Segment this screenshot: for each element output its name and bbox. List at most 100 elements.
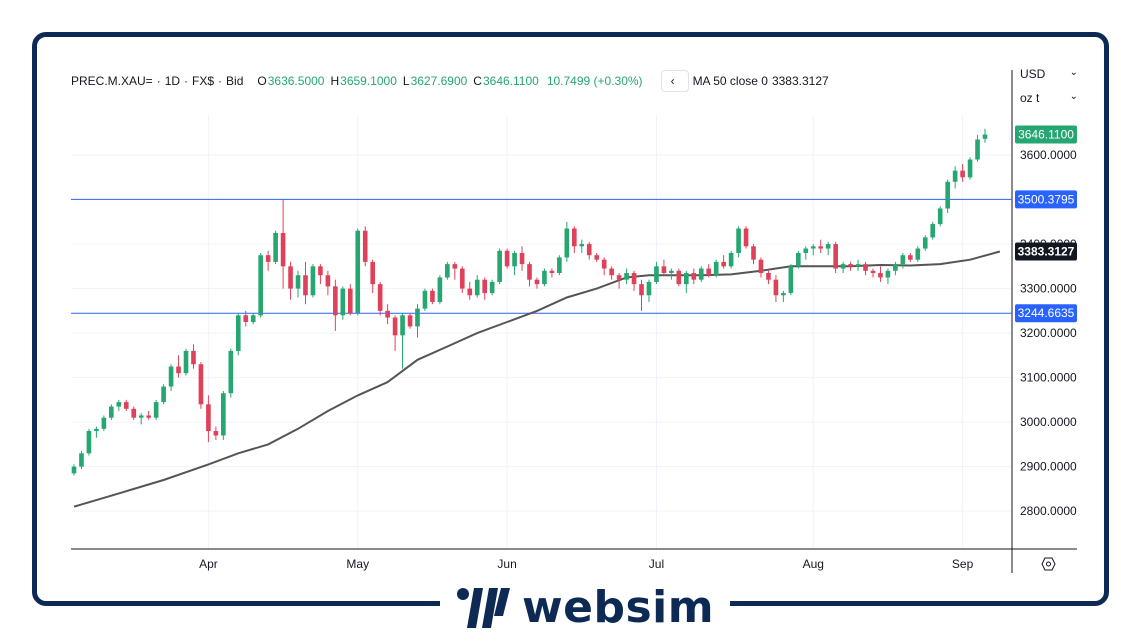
candle-body bbox=[945, 181, 950, 209]
candle-body bbox=[691, 273, 697, 280]
price-label-bg bbox=[1015, 125, 1077, 144]
candle-body bbox=[504, 250, 510, 267]
candle-body bbox=[579, 244, 585, 247]
x-tick-label: May bbox=[346, 557, 369, 571]
legend-close-value: 3646.1100 bbox=[482, 74, 539, 88]
candle-body bbox=[109, 406, 114, 418]
unit-value: oz t bbox=[1020, 91, 1040, 105]
legend-symbol[interactable]: PREC.M.XAU= bbox=[71, 74, 153, 88]
candle-body bbox=[288, 266, 293, 289]
candle-body bbox=[616, 275, 622, 280]
websim-wordmark: websim bbox=[522, 582, 715, 633]
candle-body bbox=[310, 266, 316, 296]
candle-body bbox=[206, 404, 211, 432]
legend-source: FX$ bbox=[192, 74, 215, 88]
candle-body bbox=[893, 264, 898, 271]
candle-body bbox=[758, 259, 764, 274]
candle-body bbox=[736, 228, 741, 253]
legend-interval[interactable]: 1D bbox=[164, 74, 181, 88]
candle-body bbox=[407, 315, 413, 327]
candle-body bbox=[497, 250, 502, 282]
candle-body bbox=[79, 453, 84, 467]
candle-body bbox=[766, 273, 771, 280]
legend-open-key: O bbox=[257, 74, 267, 88]
candle-body bbox=[788, 266, 794, 294]
candle-body bbox=[967, 159, 973, 178]
candle-body bbox=[781, 293, 786, 296]
unit-select[interactable]: oz t ⌄ bbox=[1020, 91, 1078, 105]
candle-body bbox=[123, 402, 129, 409]
legend-high-key: H bbox=[330, 74, 340, 88]
collapse-legend-button[interactable]: ‹ bbox=[660, 70, 689, 92]
candle-body bbox=[698, 268, 704, 280]
candle-body bbox=[370, 261, 376, 285]
candle-body bbox=[86, 431, 92, 454]
legend-side: Bid bbox=[226, 74, 244, 88]
candle-body bbox=[415, 308, 420, 327]
candle-body bbox=[176, 366, 181, 374]
candle-body bbox=[848, 264, 853, 267]
chevron-down-icon: ⌄ bbox=[1069, 67, 1078, 78]
candle-body bbox=[318, 266, 323, 276]
candle-body bbox=[751, 246, 756, 260]
candle-body bbox=[721, 261, 726, 267]
candle-body bbox=[840, 264, 846, 269]
candle-body bbox=[915, 248, 921, 260]
candle-body bbox=[295, 275, 301, 289]
candle-body bbox=[564, 228, 570, 258]
websim-logo-mark-icon bbox=[457, 588, 510, 628]
candle-body bbox=[654, 266, 659, 282]
candle-body bbox=[347, 288, 353, 314]
candle-body bbox=[452, 264, 458, 269]
candle-body bbox=[325, 275, 331, 287]
candle-body bbox=[303, 275, 308, 296]
candle-body bbox=[803, 248, 809, 253]
legend-high-value: 3659.1000 bbox=[340, 74, 397, 88]
chevron-left-icon: ‹ bbox=[670, 74, 675, 88]
x-tick-label: Apr bbox=[199, 557, 218, 571]
chart-legend: PREC.M.XAU= · 1D · FX$ · Bid O 3636.5000… bbox=[71, 70, 833, 92]
candle-body bbox=[930, 224, 936, 238]
price-label: 3383.3127 bbox=[1018, 245, 1075, 259]
candle-body bbox=[400, 315, 405, 336]
legend-change: 10.7499 (+0.30%) bbox=[546, 74, 643, 88]
candle-body bbox=[228, 350, 234, 394]
candle-body bbox=[676, 270, 682, 285]
candle-body bbox=[474, 279, 480, 296]
candle-body bbox=[71, 466, 77, 474]
x-tick-label: Sep bbox=[952, 557, 974, 571]
candle-body bbox=[183, 350, 189, 374]
candle-body bbox=[392, 317, 398, 336]
candle-body bbox=[362, 230, 368, 262]
websim-logo: websim bbox=[440, 582, 731, 634]
candle-body bbox=[937, 208, 943, 225]
legend-open-value: 3636.5000 bbox=[267, 74, 325, 88]
legend-close-key: C bbox=[473, 74, 482, 88]
candle-body bbox=[138, 415, 144, 418]
chart-settings-icon[interactable] bbox=[1041, 557, 1056, 571]
candle-body bbox=[609, 268, 614, 276]
candle-body bbox=[706, 268, 712, 276]
candle-body bbox=[542, 270, 547, 285]
candle-body bbox=[235, 315, 241, 351]
candle-body bbox=[131, 408, 137, 418]
price-label: 3244.6635 bbox=[1018, 306, 1075, 320]
ma-label[interactable]: MA 50 close 0 bbox=[692, 74, 768, 88]
candle-body bbox=[333, 286, 338, 316]
candle-body bbox=[258, 255, 263, 316]
candle-body bbox=[519, 252, 525, 265]
candle-body bbox=[646, 281, 652, 296]
candle-body bbox=[445, 264, 450, 278]
candle-body bbox=[975, 139, 980, 160]
candle-body bbox=[250, 315, 256, 322]
candle-body bbox=[549, 270, 555, 274]
candle-body bbox=[900, 255, 906, 265]
candle-body bbox=[489, 281, 495, 294]
currency-select[interactable]: USD ⌄ bbox=[1020, 67, 1078, 81]
candle-body bbox=[512, 252, 517, 267]
x-tick-label: Aug bbox=[803, 557, 824, 571]
candle-body bbox=[661, 266, 667, 274]
ma-value: 3383.3127 bbox=[771, 74, 829, 88]
candle-body bbox=[870, 270, 876, 274]
